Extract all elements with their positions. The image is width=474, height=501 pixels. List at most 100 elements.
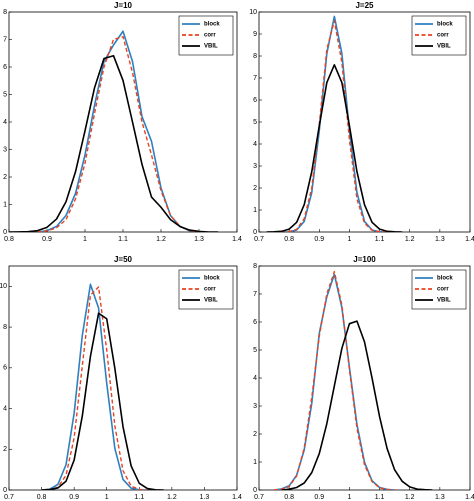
panel-title: J=100 xyxy=(353,255,376,264)
x-tick-label: 1.3 xyxy=(435,236,445,243)
y-tick-label: 7 xyxy=(3,36,7,43)
x-tick-label: 1.2 xyxy=(167,494,177,501)
x-tick-label: 0.9 xyxy=(314,494,324,501)
y-tick-label: 8 xyxy=(253,263,257,270)
y-tick-label: 7 xyxy=(253,291,257,298)
panel: J=50 0.7 0.8 0.9 1 1.1 1.2 1.3 1.4 0 2 4 6 8 10 block co… xyxy=(0,255,242,501)
legend: block corr VBIL xyxy=(178,269,234,310)
legend-label: block xyxy=(204,22,220,28)
x-tick-label: 0.8 xyxy=(284,236,294,243)
y-tick-label: 1 xyxy=(3,201,7,208)
y-tick-label: 4 xyxy=(253,375,257,382)
density-line xyxy=(266,64,403,232)
panel: J=10 0.8 0.9 1 1.1 1.2 1.3 1.4 0 1 2 3 4 5 6 7 8 block cor… xyxy=(3,1,242,243)
y-tick-label: 7 xyxy=(253,75,257,82)
x-tick-label: 0.9 xyxy=(42,236,52,243)
plot-area xyxy=(273,270,433,490)
x-tick-label: 1.3 xyxy=(194,236,204,243)
y-tick-label: 0 xyxy=(253,487,257,494)
density-line xyxy=(41,312,164,490)
x-tick-label: 0.8 xyxy=(284,494,294,501)
y-tick-label: 0 xyxy=(3,229,7,236)
y-tick-label: 0 xyxy=(3,487,7,494)
y-tick-label: 8 xyxy=(3,9,7,16)
density-line xyxy=(41,283,148,490)
panel: J=25 0.7 0.8 0.9 1 1.1 1.2 1.3 1.4 0 1 2 3 4 5 6 7 8 9 10 bl… xyxy=(249,1,474,243)
y-tick-label: 2 xyxy=(253,185,257,192)
x-tick-label: 0.7 xyxy=(254,236,264,243)
y-tick-label: 6 xyxy=(3,365,7,372)
legend-label: VBIL xyxy=(437,298,451,304)
panel-title: J=50 xyxy=(114,255,133,264)
x-tick-label: 1.3 xyxy=(200,494,210,501)
y-tick-label: 6 xyxy=(253,319,257,326)
x-tick-label: 0.9 xyxy=(314,236,324,243)
plot-area xyxy=(41,283,164,490)
legend: block corr VBIL xyxy=(411,269,467,310)
x-tick-label: 1.1 xyxy=(375,236,385,243)
y-tick-label: 3 xyxy=(253,163,257,170)
x-tick-label: 1.4 xyxy=(232,236,242,243)
density-line xyxy=(273,273,395,490)
x-tick-label: 0.8 xyxy=(37,494,47,501)
y-tick-label: 6 xyxy=(253,97,257,104)
legend: block corr VBIL xyxy=(411,15,467,56)
panel-title: J=25 xyxy=(355,1,374,10)
panel: J=100 0.7 0.8 0.9 1 1.1 1.2 1.3 1.4 0 1 2 3 4 5 6 7 8 bloc… xyxy=(253,255,474,501)
y-tick-label: 1 xyxy=(253,207,257,214)
y-tick-label: 8 xyxy=(3,324,7,331)
y-tick-label: 10 xyxy=(249,9,257,16)
density-line xyxy=(281,20,388,232)
plot-area xyxy=(9,30,218,232)
y-tick-label: 2 xyxy=(253,431,257,438)
x-tick-label: 1.2 xyxy=(156,236,166,243)
legend-label: VBIL xyxy=(437,44,451,50)
legend-box xyxy=(411,15,467,56)
x-tick-label: 1 xyxy=(347,236,351,243)
y-tick-label: 4 xyxy=(3,405,7,412)
y-tick-label: 9 xyxy=(253,31,257,38)
y-tick-label: 6 xyxy=(3,64,7,71)
legend-label: corr xyxy=(437,287,449,293)
legend-box xyxy=(178,269,234,310)
y-tick-label: 2 xyxy=(3,174,7,181)
panel-title: J=10 xyxy=(114,1,133,10)
x-tick-label: 0.7 xyxy=(4,494,14,501)
legend-label: corr xyxy=(204,287,216,293)
x-tick-label: 1.2 xyxy=(405,494,415,501)
y-tick-label: 10 xyxy=(0,283,7,290)
legend-label: corr xyxy=(437,33,449,39)
legend-label: VBIL xyxy=(204,298,218,304)
x-tick-label: 0.8 xyxy=(4,236,14,243)
x-tick-label: 1.1 xyxy=(375,494,385,501)
y-tick-label: 3 xyxy=(253,403,257,410)
density-line xyxy=(37,36,200,232)
x-tick-label: 1.4 xyxy=(465,236,474,243)
plot-area xyxy=(266,15,403,232)
y-tick-label: 5 xyxy=(253,119,257,126)
y-tick-label: 8 xyxy=(253,53,257,60)
x-tick-label: 1 xyxy=(105,494,109,501)
density-line xyxy=(9,54,218,232)
density-line xyxy=(281,15,388,232)
y-tick-label: 2 xyxy=(3,446,7,453)
legend-label: block xyxy=(204,276,220,282)
y-tick-label: 5 xyxy=(253,347,257,354)
legend-box xyxy=(411,269,467,310)
x-tick-label: 1 xyxy=(83,236,87,243)
density-line xyxy=(273,270,395,490)
y-tick-label: 4 xyxy=(3,119,7,126)
legend-label: VBIL xyxy=(204,44,218,50)
legend-label: block xyxy=(437,22,453,28)
density-line xyxy=(281,320,433,490)
y-tick-label: 1 xyxy=(253,459,257,466)
legend-box xyxy=(178,15,234,56)
x-tick-label: 1.1 xyxy=(134,494,144,501)
x-tick-label: 1.4 xyxy=(465,494,474,501)
x-tick-label: 1.4 xyxy=(232,494,242,501)
x-tick-label: 1.3 xyxy=(435,494,445,501)
y-tick-label: 3 xyxy=(3,146,7,153)
x-tick-label: 0.7 xyxy=(254,494,264,501)
density-line xyxy=(41,286,148,490)
